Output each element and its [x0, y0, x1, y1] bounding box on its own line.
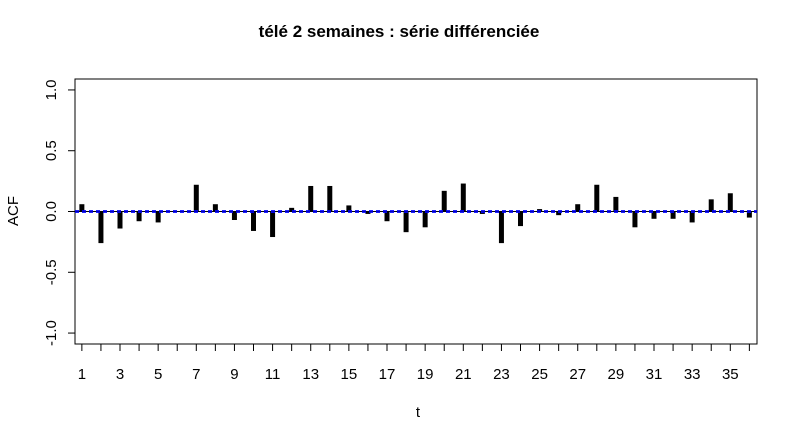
- x-tick-label: 33: [684, 366, 701, 383]
- acf-bars: [79, 183, 752, 244]
- x-axis: 1 3 5 7 9 11 13 15 17 19 21 23 25 27 29 31 33 35: [78, 344, 750, 383]
- x-tick-label: 31: [646, 366, 663, 383]
- x-tick-label: 9: [230, 366, 238, 383]
- x-tick-label: 13: [302, 366, 319, 383]
- x-tick-label: 17: [379, 366, 396, 383]
- reference-lines: [75, 210, 757, 213]
- y-tick-label: -1.0: [43, 320, 60, 346]
- x-tick-label: 21: [455, 366, 472, 383]
- x-tick-label: 35: [722, 366, 739, 383]
- x-tick-label: 15: [341, 366, 358, 383]
- x-tick-label: 3: [116, 366, 124, 383]
- x-tick-label: 7: [192, 366, 200, 383]
- y-axis: -1.0 -0.5 0.0 0.5 1.0: [43, 80, 75, 346]
- x-tick-label: 23: [493, 366, 510, 383]
- x-axis-label: t: [416, 404, 421, 421]
- y-tick-label: -0.5: [43, 259, 60, 285]
- x-tick-label: 11: [265, 366, 281, 383]
- x-tick-label: 1: [78, 366, 86, 383]
- y-tick-label: 1.0: [43, 80, 60, 101]
- x-tick-label: 5: [154, 366, 162, 383]
- y-tick-label: 0.0: [43, 201, 60, 222]
- chart-title: télé 2 semaines : série différenciée: [258, 22, 540, 41]
- y-axis-label: ACF: [5, 196, 22, 226]
- x-tick-label: 27: [569, 366, 586, 383]
- x-tick-label: 25: [531, 366, 548, 383]
- x-tick-label: 19: [417, 366, 434, 383]
- y-tick-label: 0.5: [43, 140, 60, 161]
- x-tick-label: 29: [608, 366, 625, 383]
